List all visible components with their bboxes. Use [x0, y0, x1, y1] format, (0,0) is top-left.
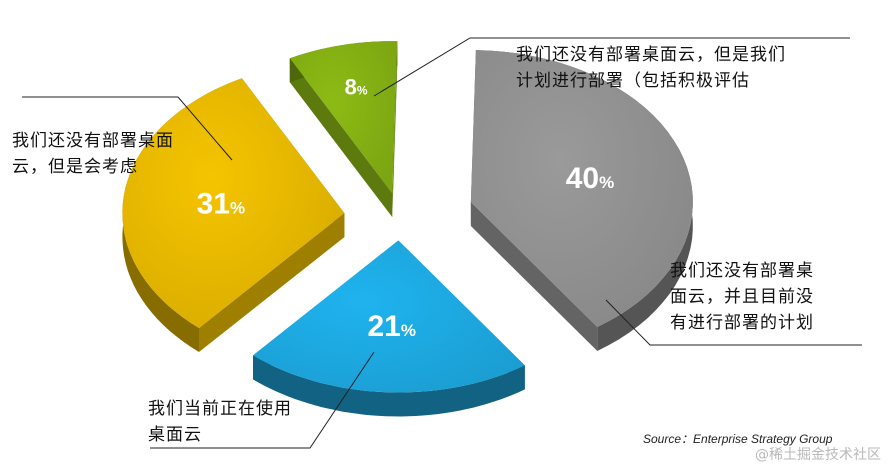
- slice-wall-0-1: [392, 41, 398, 218]
- slice-side-2: [253, 355, 525, 417]
- callout-gray-line-3: 有进行部署的计划: [670, 313, 814, 333]
- callout-blue-line-2: 桌面云: [148, 425, 202, 445]
- pie-slice-40: [470, 50, 693, 327]
- callout-gray-line-1: 我们还没有部署桌: [670, 261, 814, 281]
- chart-source: Source：Enterprise Strategy Group: [643, 432, 833, 446]
- pie-slice-21: [253, 240, 525, 393]
- callout-yellow: 我们还没有部署桌面 云，但是会考虑: [12, 128, 174, 180]
- watermark: @稀土掘金技术社区: [755, 447, 881, 463]
- slice-wall-1-1: [470, 202, 598, 351]
- callout-green: 我们还没有部署桌面云，但是我们 计划进行部署（包括积极评估: [516, 42, 786, 94]
- callout-yellow-line-2: 云，但是会考虑: [12, 157, 138, 177]
- callout-blue: 我们当前正在使用 桌面云: [148, 396, 292, 448]
- leader-line-gray: [605, 299, 862, 346]
- slice-wall-3-0: [199, 213, 345, 352]
- callout-yellow-line-1: 我们还没有部署桌面: [12, 131, 174, 151]
- callout-gray: 我们还没有部署桌 面云，并且目前没 有进行部署的计划: [670, 258, 814, 336]
- callout-gray-line-2: 面云，并且目前没: [670, 287, 814, 307]
- leader-line-blue: [150, 351, 375, 449]
- leader-line-green: [373, 37, 850, 97]
- leader-line-yellow: [22, 96, 233, 161]
- pie-slices: [122, 41, 693, 417]
- slice-label-40: 40%: [566, 162, 615, 195]
- callout-blue-line-1: 我们当前正在使用: [148, 399, 292, 419]
- callout-green-line-2: 计划进行部署（包括积极评估: [516, 71, 750, 91]
- slice-wall-0-0: [289, 58, 393, 218]
- leader-lines: [22, 37, 862, 449]
- pie-slice-8: [289, 41, 398, 194]
- pie-slice-31: [122, 78, 345, 328]
- callout-green-line-1: 我们还没有部署桌面云，但是我们: [516, 45, 786, 65]
